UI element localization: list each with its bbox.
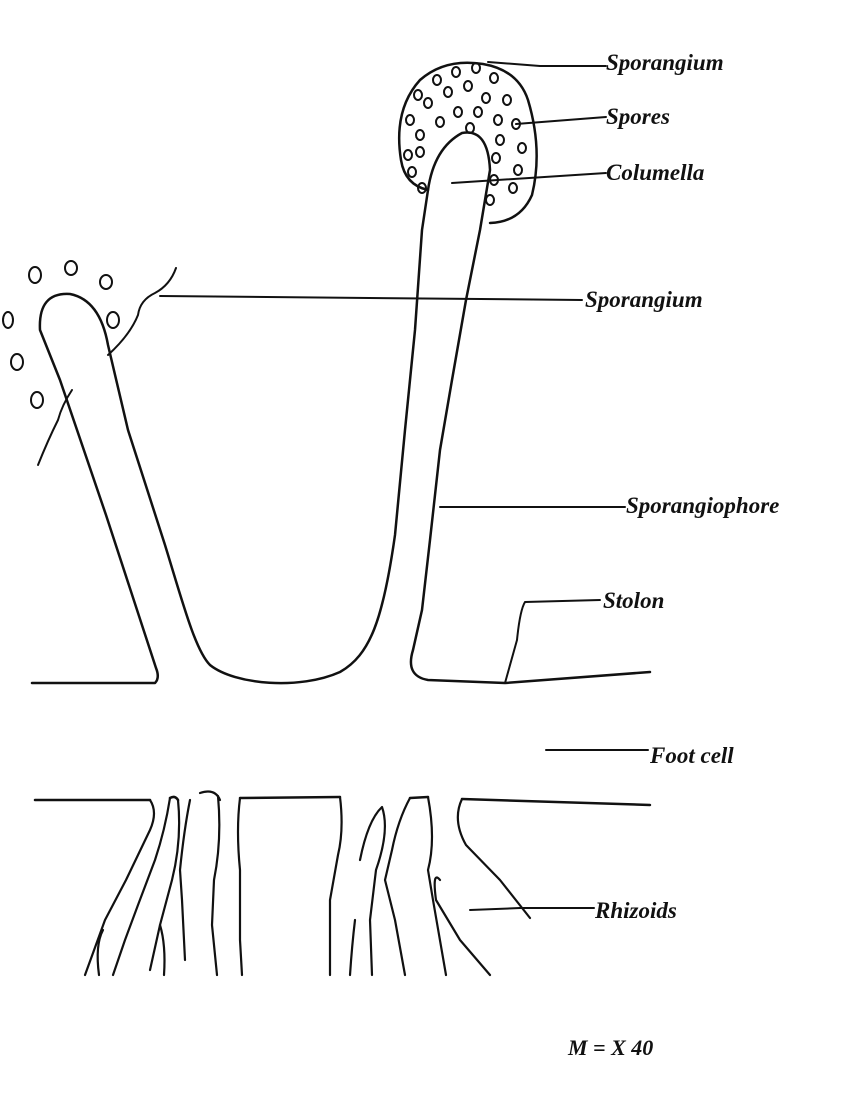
- spores: [403, 62, 527, 206]
- label-rhizoids: Rhizoids: [595, 898, 677, 923]
- magnification-label: M = X 40: [568, 1035, 654, 1060]
- burst-sporangium-wall: [107, 267, 177, 356]
- label-sporangium-top: Sporangium: [606, 50, 724, 75]
- sporangium-outline: [397, 61, 538, 225]
- released-spores: [2, 260, 120, 409]
- label-spores: Spores: [606, 104, 670, 129]
- label-foot-cell: Foot cell: [650, 743, 734, 768]
- stolon-outline: [30, 131, 652, 685]
- label-columella: Columella: [606, 160, 705, 185]
- substrate-line: [33, 795, 652, 807]
- stolon-edge: [504, 599, 601, 684]
- label-sporangium-burst: Sporangium: [585, 287, 703, 312]
- leader-lines: [159, 61, 626, 911]
- rhizoids: [83, 790, 532, 977]
- burst-sporangium-wall-left: [37, 389, 73, 466]
- label-sporangiophore: Sporangiophore: [626, 493, 780, 518]
- label-stolon: Stolon: [603, 588, 665, 613]
